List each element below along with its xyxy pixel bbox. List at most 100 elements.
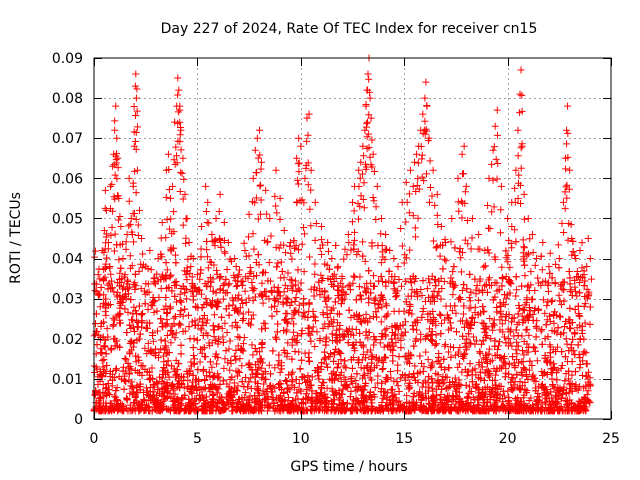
data-point [316,285,324,293]
data-point [379,253,387,261]
data-point [485,345,493,353]
data-point [113,384,121,392]
data-point [548,297,556,305]
data-point [260,319,268,327]
data-point [361,284,369,292]
data-point [496,338,504,346]
data-point [324,314,332,322]
data-point [441,316,449,324]
data-point [309,323,317,331]
data-point [378,365,386,373]
data-point [529,310,537,318]
data-point [196,315,204,323]
data-point [122,356,130,364]
data-point [573,292,581,300]
data-point [581,319,589,327]
data-point [496,391,504,399]
data-point [583,391,591,399]
data-point [131,279,139,287]
data-point [105,390,113,398]
data-point [347,356,355,364]
data-point [441,342,449,350]
data-point [234,342,242,350]
data-point [287,249,295,257]
data-point [236,304,244,312]
data-point [553,388,561,396]
data-point [182,286,190,293]
data-point [277,258,285,266]
data-point [232,277,240,285]
data-point [201,353,209,361]
data-point [531,261,539,269]
data-point [107,270,115,278]
data-point [187,287,195,295]
data-point [584,387,592,395]
data-point [378,248,386,256]
data-point [236,355,244,363]
data-point [360,343,368,351]
data-point [441,340,449,348]
data-point [129,316,137,324]
data-point [366,314,374,322]
data-point [376,339,384,347]
data-point [259,299,267,307]
data-point [98,372,106,380]
data-point [377,318,385,326]
data-point [172,329,180,337]
data-point [196,275,204,283]
data-point [215,385,223,393]
data-point [445,348,453,356]
data-point [298,240,306,248]
data-point [382,300,390,308]
data-point [343,326,351,334]
data-point [422,348,430,356]
data-point [240,239,248,247]
data-point [248,341,256,349]
data-point [457,254,465,262]
data-point [425,275,433,283]
data-point [428,384,436,392]
data-points [90,54,595,415]
data-point [96,389,104,397]
data-point [298,327,306,335]
data-point [564,236,572,244]
data-point [548,375,556,383]
data-point [177,321,185,329]
data-point [546,341,554,349]
data-point [456,344,464,352]
data-point [381,326,389,334]
data-point [232,306,240,314]
data-point [127,382,135,390]
data-point [487,335,495,343]
data-point [554,343,562,351]
data-point [163,266,171,274]
data-point [502,294,510,302]
data-point [308,373,316,381]
data-point [283,326,291,334]
data-point [537,281,545,289]
data-point [270,283,278,291]
data-point [341,245,349,253]
data-point [290,328,298,336]
data-point [223,329,231,337]
data-point [423,285,431,293]
data-point [122,238,130,246]
data-point [361,257,369,265]
data-point [543,302,551,310]
data-point [242,389,250,397]
data-point [284,269,292,277]
data-point [568,371,576,379]
data-point [164,394,172,402]
data-point [286,276,294,284]
data-point [326,353,334,361]
data-point [213,389,221,397]
data-point [226,366,234,374]
data-point [390,342,398,350]
data-point [319,311,327,319]
data-point [395,307,403,315]
data-point [225,345,233,353]
data-point [141,397,149,405]
data-point [552,260,560,268]
data-point [238,362,246,370]
data-point [521,272,529,280]
